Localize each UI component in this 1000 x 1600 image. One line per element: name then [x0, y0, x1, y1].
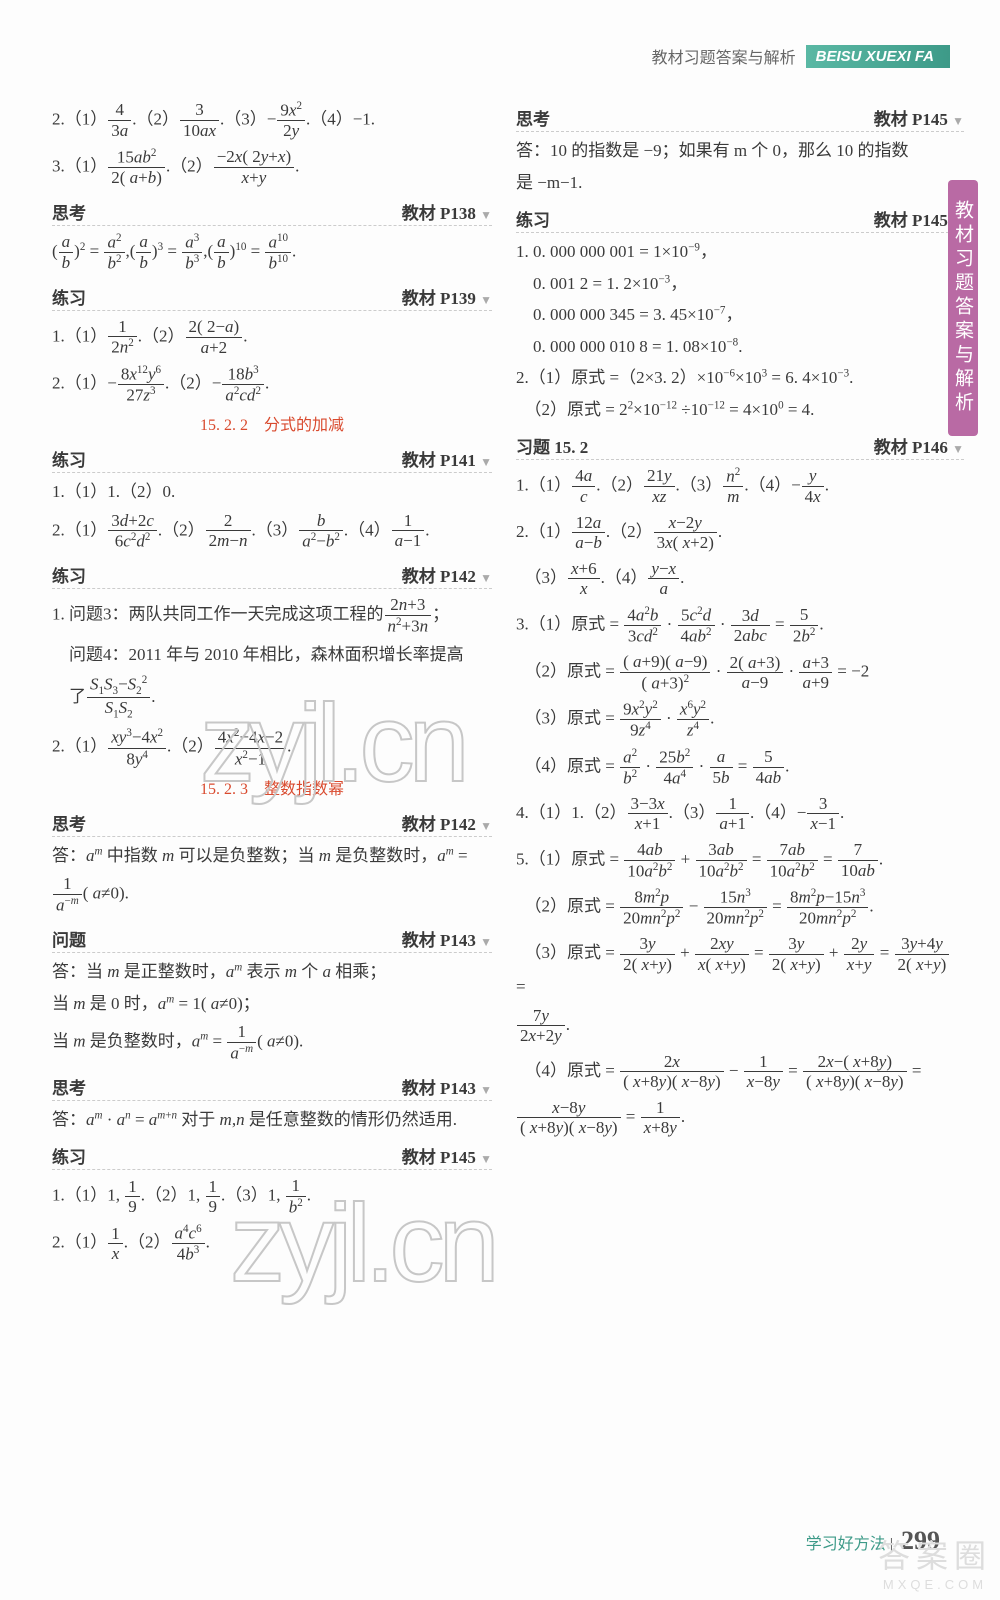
expr: 1.（1）12n2.（2）2( 2−a)a+2.: [52, 317, 492, 358]
section-left: 练习: [52, 446, 86, 471]
section-row: 思考 教材 P143 ▼: [52, 1071, 492, 1101]
expr: 当 m 是 0 时，am = 1( a≠0)；: [52, 991, 492, 1017]
triangle-icon: ▼: [480, 293, 492, 307]
expr: 2.（1）3d+2c6c2d2.（2）22m−n.（3）ba2−b2.（4）1a…: [52, 511, 492, 552]
triangle-icon: ▼: [952, 442, 964, 456]
footer-text: 学习好方法: [806, 1536, 886, 1553]
section-right: 教材 P145 ▼: [402, 1143, 492, 1168]
expr: 1. 问题3：两队共同工作一天完成这项工程的2n+3n2+3n；: [52, 595, 492, 636]
expr: （3）原式 = 9x2y29z4 · x6y2z4.: [516, 699, 964, 740]
section-right: 教材 P141 ▼: [402, 446, 492, 471]
corner-watermark-cn: 答案圈: [878, 1531, 992, 1577]
section-right: 教材 P143 ▼: [402, 926, 492, 951]
section-right: 教材 P145 ▼: [874, 105, 964, 130]
section-row: 练习 教材 P141 ▼: [52, 443, 492, 473]
section-row: 习题 15. 2 教材 P146 ▼: [516, 430, 964, 460]
header-badge: BEISU XUEXI FA: [806, 45, 950, 68]
section-right: 教材 P142 ▼: [402, 562, 492, 587]
triangle-icon: ▼: [480, 819, 492, 833]
expr: 2.（1）−8x12y627z3.（2）−18b3a2cd2.: [52, 364, 492, 405]
triangle-icon: ▼: [480, 455, 492, 469]
section-left: 练习: [52, 1143, 86, 1168]
left-column: 2.（1）43a.（2）310ax.（3）−9x22y.（4）−1. 3.（1）…: [52, 94, 492, 1534]
expr: 4.（1）1.（2）3−3xx+1.（3）1a+1.（4）−3x−1.: [516, 794, 964, 834]
section-left: 思考: [516, 105, 550, 130]
subsection-title: 15. 2. 2 分式的加减: [52, 411, 492, 435]
section-row: 思考 教材 P145 ▼: [516, 102, 964, 132]
expr: 2.（1）xy3−4x28y4.（2）4x2−4x−2x2−1.: [52, 727, 492, 768]
corner-watermark-url: MXQE.COM: [878, 1577, 992, 1592]
expr: （4）原式 = 2x( x+8y)( x−8y) − 1x−8y = 2x−( …: [516, 1052, 964, 1092]
section-right: 教材 P143 ▼: [402, 1074, 492, 1099]
section-left: 问题: [52, 926, 86, 951]
section-row: 思考 教材 P142 ▼: [52, 807, 492, 837]
triangle-icon: ▼: [480, 935, 492, 949]
expr: 1a−m( a≠0).: [52, 874, 492, 915]
expr: （4）原式 = a2b2 · 25b24a4 · a5b = 54ab.: [516, 747, 964, 788]
page: 教材习题答案与解析 BEISU XUEXI FA 教材习题答案与解析 2.（1）…: [0, 0, 1000, 1600]
subsection-title: 15. 2. 3 整数指数幂: [52, 775, 492, 799]
section-row: 练习 教材 P142 ▼: [52, 559, 492, 589]
expr: （2）原式 = ( a+9)( a−9)( a+3)2 · 2( a+3)a−9…: [516, 652, 964, 693]
expr: x−8y( x+8y)( x−8y) = 1x+8y.: [516, 1098, 964, 1138]
right-column: 思考 教材 P145 ▼ 答：10 的指数是 −9；如果有 m 个 0，那么 1…: [516, 94, 964, 1534]
expr: （2）原式 = 8m2p20mn2p2 − 15n320mn2p2 = 8m2p…: [516, 887, 964, 928]
expr: 7y2x+2y.: [516, 1006, 964, 1046]
expr: （2）原式 = 22×10−12 ÷10−12 = 4×100 = 4.: [516, 397, 964, 423]
corner-watermark: 答案圈 MXQE.COM: [878, 1531, 992, 1592]
section-right: 教材 P138 ▼: [402, 199, 492, 224]
expr: 3.（1）原式 = 4a2b3cd2 · 5c2d4ab2 · 3d2abc =…: [516, 605, 964, 646]
expr: 5.（1）原式 = 4ab10a2b2 + 3ab10a2b2 = 7ab10a…: [516, 840, 964, 881]
expr: 是 −m−1.: [516, 170, 964, 196]
section-row: 练习 教材 P139 ▼: [52, 281, 492, 311]
expr: 答：当 m 是正整数时，am 表示 m 个 a 相乘；: [52, 959, 492, 985]
section-left: 练习: [52, 562, 86, 587]
section-left: 练习: [52, 284, 86, 309]
columns: 2.（1）43a.（2）310ax.（3）−9x22y.（4）−1. 3.（1）…: [52, 94, 964, 1534]
expr: 1.（1）4ac.（2）21yxz.（3）n2m.（4）−y4x.: [516, 466, 964, 507]
expr: 答：am 中指数 m 可以是负整数；当 m 是负整数时，am =: [52, 843, 492, 869]
expr: 1. 0. 000 000 001 = 1×10−9，: [516, 239, 964, 265]
expr: 答：am · an = am+n 对于 m,n 是任意整数的情形仍然适用.: [52, 1107, 492, 1133]
expr: 问题4：2011 年与 2010 年相比，森林面积增长率提高: [52, 642, 492, 668]
expr: （3）原式 = 3y2( x+y) + 2xyx( x+y) = 3y2( x+…: [516, 934, 964, 1000]
expr: 了S1S3−S22S1S2.: [52, 674, 492, 722]
side-tab: 教材习题答案与解析: [948, 180, 978, 436]
expr: 1.（1）1.（2）0.: [52, 479, 492, 505]
section-left: 练习: [516, 206, 550, 231]
section-row: 练习 教材 P145 ▼: [516, 203, 964, 233]
section-left: 习题 15. 2: [516, 433, 588, 458]
expr: 当 m 是负整数时，am = 1a−m( a≠0).: [52, 1022, 492, 1063]
section-row: 练习 教材 P145 ▼: [52, 1140, 492, 1170]
expr: 3.（1）15ab22( a+b).（2）−2x( 2y+x)x+y.: [52, 147, 492, 188]
section-right: 教材 P142 ▼: [402, 810, 492, 835]
section-right: 教材 P146 ▼: [874, 433, 964, 458]
expr: 0. 001 2 = 1. 2×10−3，: [516, 271, 964, 297]
page-header: 教材习题答案与解析 BEISU XUEXI FA: [652, 44, 950, 68]
section-row: 思考 教材 P138 ▼: [52, 196, 492, 226]
section-right: 教材 P139 ▼: [402, 284, 492, 309]
expr: 2.（1）12aa−b.（2）x−2y3x( x+2).: [516, 513, 964, 553]
triangle-icon: ▼: [480, 1083, 492, 1097]
expr: (ab)2 = a2b2,(ab)3 = a3b3,(ab)10 = a10b1…: [52, 232, 492, 273]
section-row: 问题 教材 P143 ▼: [52, 923, 492, 953]
expr: 1.（1）1, 19.（2）1, 19.（3）1, 1b2.: [52, 1176, 492, 1217]
section-left: 思考: [52, 199, 86, 224]
triangle-icon: ▼: [480, 208, 492, 222]
triangle-icon: ▼: [480, 571, 492, 585]
section-left: 思考: [52, 1074, 86, 1099]
header-cn: 教材习题答案与解析: [652, 44, 796, 68]
expr: 0. 000 000 345 = 3. 45×10−7，: [516, 302, 964, 328]
expr: 0. 000 000 010 8 = 1. 08×10−8.: [516, 334, 964, 360]
expr: 答：10 的指数是 −9；如果有 m 个 0，那么 10 的指数: [516, 138, 964, 164]
expr: 2.（1）43a.（2）310ax.（3）−9x22y.（4）−1.: [52, 100, 492, 141]
triangle-icon: ▼: [480, 1152, 492, 1166]
expr: 2.（1）原式 =（2×3. 2）×10−6×103 = 6. 4×10−3.: [516, 365, 964, 391]
triangle-icon: ▼: [952, 114, 964, 128]
expr: （3）x+6x.（4）y−xa.: [516, 559, 964, 599]
expr: 2.（1）1x.（2）a4c64b3.: [52, 1223, 492, 1264]
section-left: 思考: [52, 810, 86, 835]
